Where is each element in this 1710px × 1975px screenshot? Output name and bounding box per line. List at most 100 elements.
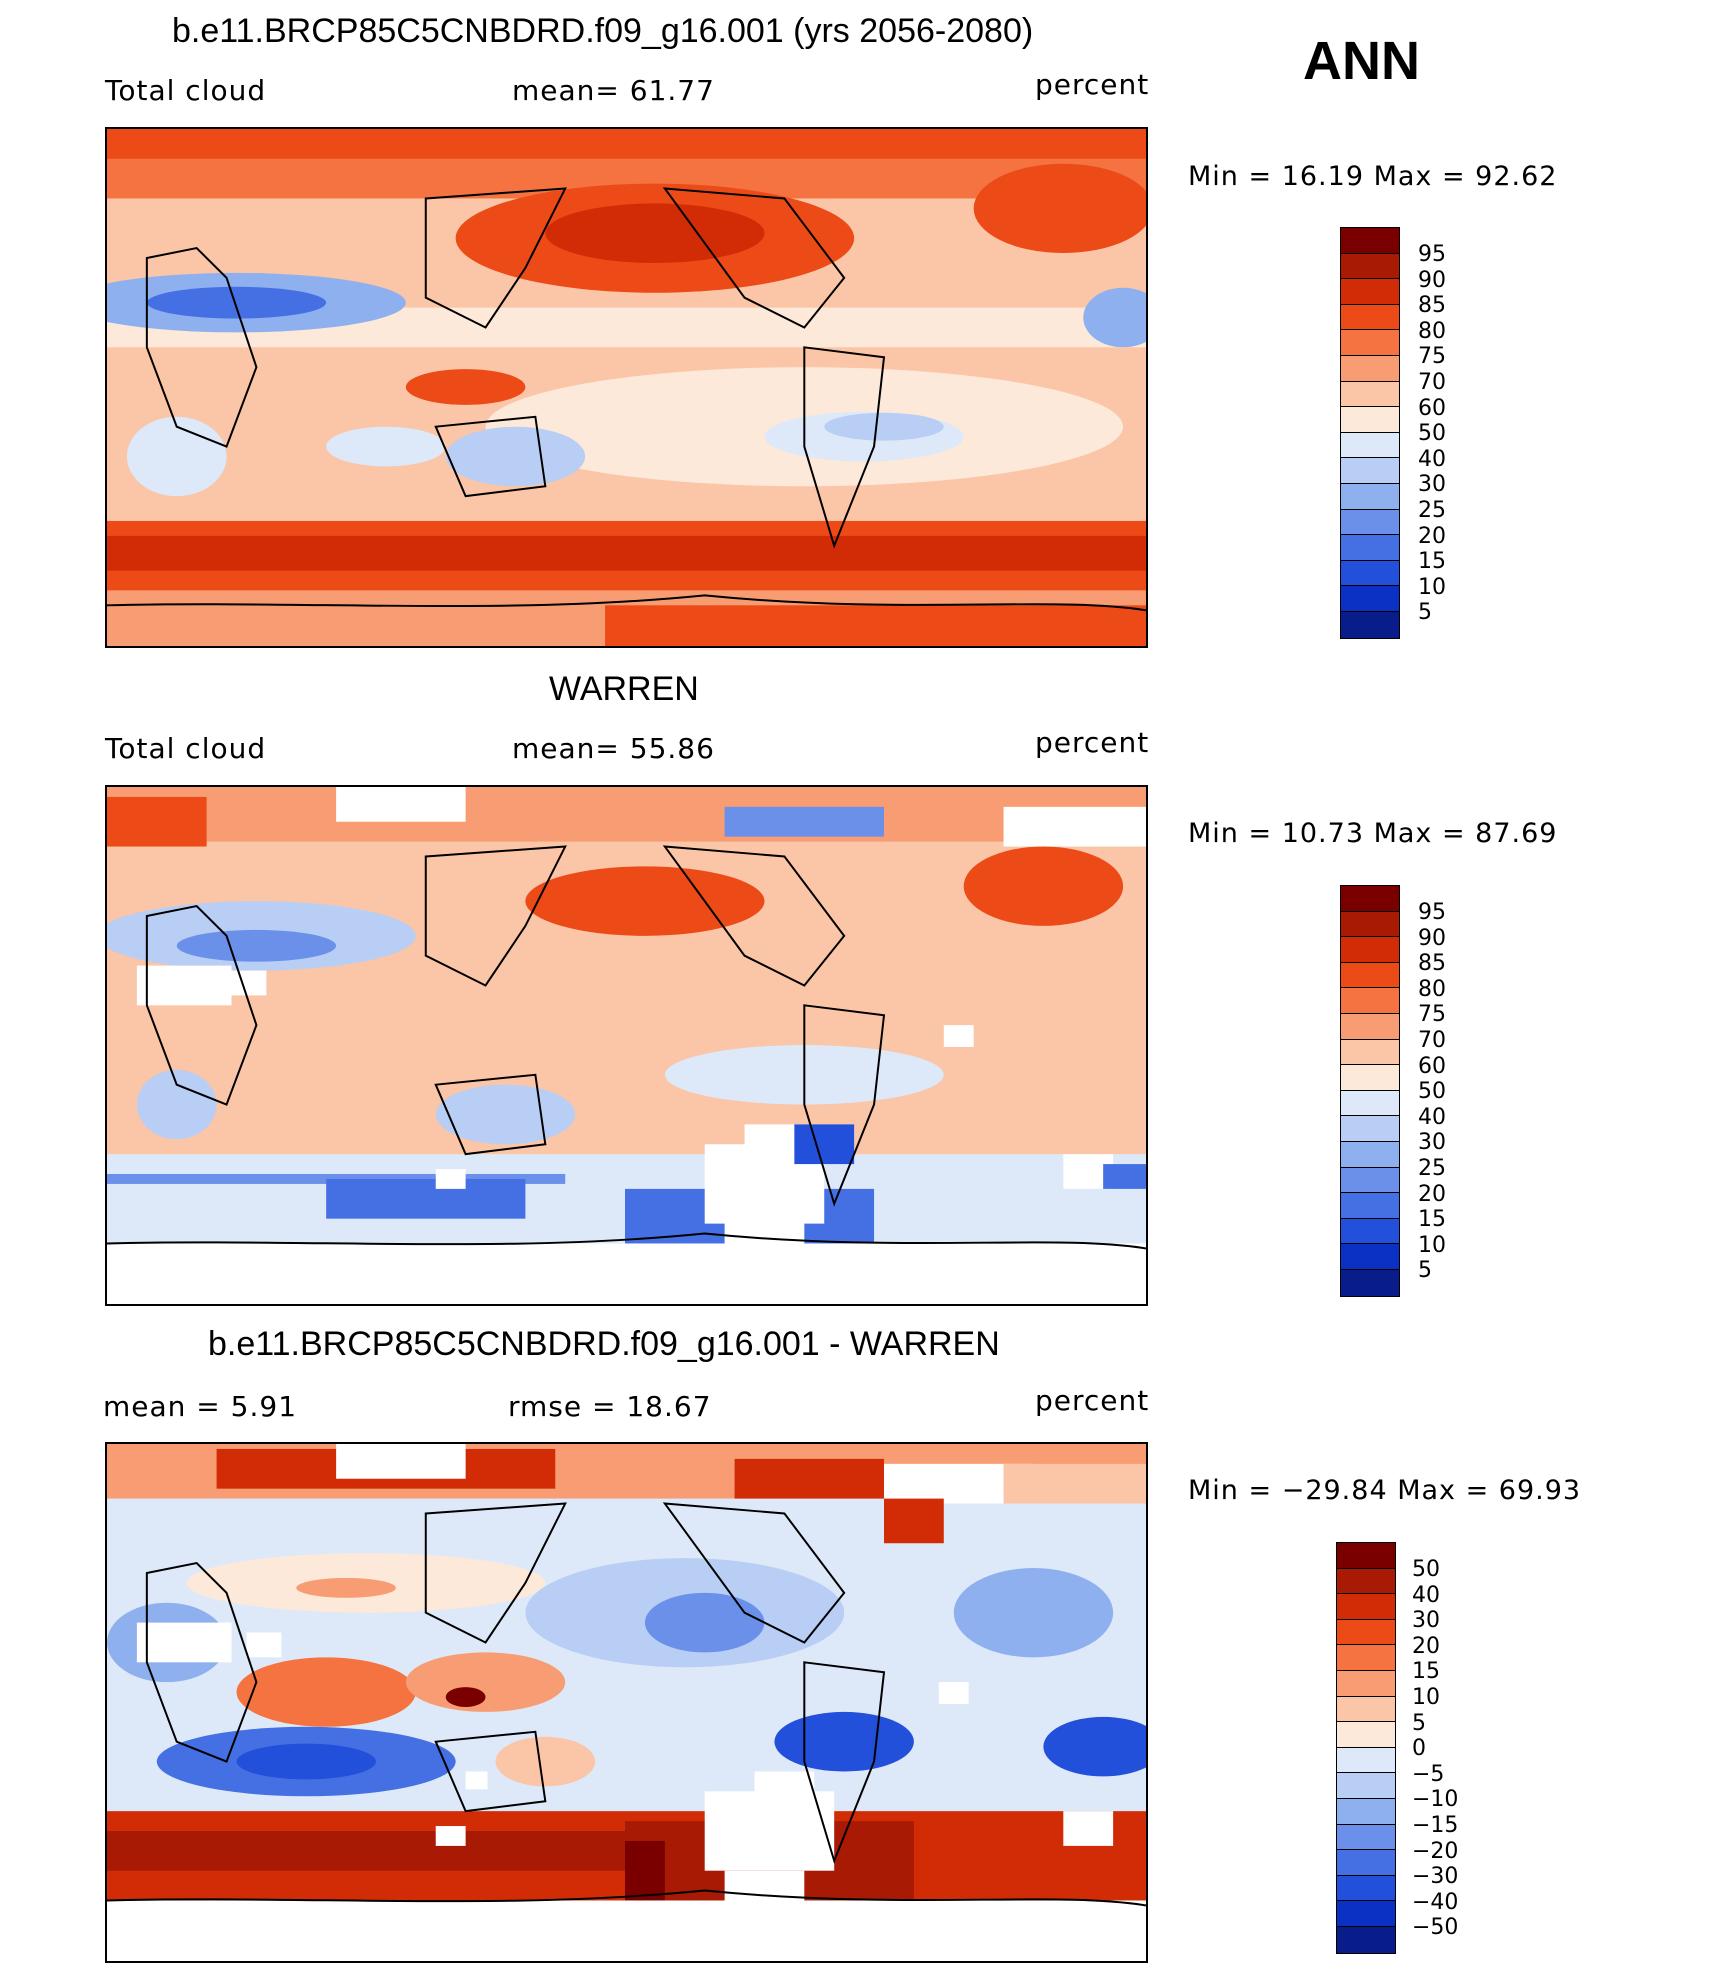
colorbar-tick-label: 0 (1412, 1736, 1426, 1762)
colorbar-tick-label: 30 (1418, 472, 1446, 498)
colorbar-swatch (1341, 1039, 1399, 1066)
colorbar-swatch (1341, 458, 1399, 484)
colorbar-tick-label: 80 (1418, 976, 1446, 1002)
colorbar-tick-label: 85 (1418, 951, 1446, 977)
colorbar-swatch (1341, 509, 1399, 536)
panel-1-minmax: Min = 16.19 Max = 92.62 (1188, 161, 1558, 192)
colorbar-tick-label: 15 (1412, 1659, 1440, 1685)
panel-2-colorbar (1340, 885, 1400, 1297)
panel-3-rmse: rmse = 18.67 (508, 1390, 712, 1423)
colorbar-tick-label: 15 (1418, 549, 1446, 575)
colorbar-tick-label: 20 (1418, 523, 1446, 549)
colorbar-tick-label: 80 (1418, 318, 1446, 344)
panel-1-title: b.e11.BRCP85C5CNBDRD.f09_g16.001 (yrs 20… (172, 12, 1034, 50)
panel-1-map-field (107, 129, 1146, 646)
colorbar-tick-label: 30 (1418, 1130, 1446, 1156)
colorbar-swatch (1337, 1722, 1395, 1748)
colorbar-swatch (1341, 228, 1399, 254)
colorbar-swatch (1341, 304, 1399, 331)
colorbar-tick-label: 90 (1418, 267, 1446, 293)
colorbar-tick-label: 20 (1418, 1181, 1446, 1207)
colorbar-swatch (1341, 253, 1399, 280)
panel-2-title: WARREN (549, 670, 699, 708)
colorbar-swatch (1337, 1798, 1395, 1825)
panel-2-map-field (107, 787, 1146, 1304)
colorbar-tick-label: 60 (1418, 1053, 1446, 1079)
colorbar-tick-label: 15 (1418, 1207, 1446, 1233)
panel-3-map-field (107, 1444, 1146, 1961)
colorbar-swatch (1341, 407, 1399, 433)
panel-1-map (105, 127, 1148, 648)
colorbar-swatch (1337, 1568, 1395, 1595)
colorbar-tick-label: −10 (1412, 1787, 1459, 1813)
colorbar-swatch (1337, 1926, 1395, 1953)
panel-2-units: percent (1035, 726, 1150, 759)
colorbar-swatch (1341, 586, 1399, 612)
colorbar-swatch (1337, 1747, 1395, 1774)
colorbar-swatch (1341, 886, 1399, 912)
panel-2-minmax: Min = 10.73 Max = 87.69 (1188, 818, 1558, 849)
colorbar-tick-label: 40 (1412, 1582, 1440, 1608)
colorbar-tick-label: −15 (1412, 1812, 1459, 1838)
colorbar-swatch (1341, 937, 1399, 963)
colorbar-tick-label: 25 (1418, 497, 1446, 523)
colorbar-swatch (1341, 1013, 1399, 1040)
colorbar-tick-label: 10 (1412, 1684, 1440, 1710)
colorbar-swatch (1341, 355, 1399, 382)
panel-1-units: percent (1035, 68, 1150, 101)
colorbar-tick-label: −20 (1412, 1838, 1459, 1864)
colorbar-swatch (1337, 1670, 1395, 1697)
colorbar-swatch (1341, 1218, 1399, 1245)
colorbar-tick-label: 25 (1418, 1155, 1446, 1181)
colorbar-swatch (1337, 1594, 1395, 1620)
colorbar-swatch (1341, 962, 1399, 989)
colorbar-tick-label: 50 (1418, 1079, 1446, 1105)
panel-2-map (105, 785, 1148, 1306)
colorbar-swatch (1337, 1645, 1395, 1671)
colorbar-tick-label: −50 (1412, 1915, 1459, 1941)
season-label: ANN (1303, 31, 1420, 91)
panel-2-mean: mean= 55.86 (512, 732, 715, 765)
colorbar-tick-label: 5 (1418, 1258, 1432, 1284)
colorbar-swatch (1341, 483, 1399, 510)
colorbar-swatch (1341, 1065, 1399, 1091)
colorbar-tick-label: 30 (1412, 1608, 1440, 1634)
colorbar-swatch (1337, 1824, 1395, 1851)
colorbar-swatch (1341, 1193, 1399, 1219)
panel-3-map (105, 1442, 1148, 1963)
panel-3-units: percent (1035, 1384, 1150, 1417)
colorbar-swatch (1341, 611, 1399, 638)
colorbar-tick-label: 75 (1418, 344, 1446, 370)
colorbar-tick-label: 95 (1418, 900, 1446, 925)
colorbar-tick-label: −5 (1412, 1761, 1445, 1787)
colorbar-tick-label: 10 (1418, 1232, 1446, 1258)
colorbar-swatch (1341, 1090, 1399, 1117)
colorbar-tick-label: 85 (1418, 293, 1446, 319)
panel-3-title: b.e11.BRCP85C5CNBDRD.f09_g16.001 - WARRE… (208, 1325, 1000, 1363)
colorbar-tick-label: 50 (1412, 1557, 1440, 1582)
colorbar-swatch (1337, 1619, 1395, 1646)
colorbar-swatch (1337, 1696, 1395, 1723)
panel-2-variable-label: Total cloud (105, 732, 267, 765)
colorbar-swatch (1341, 330, 1399, 356)
colorbar-tick-label: 70 (1418, 369, 1446, 395)
colorbar-swatch (1337, 1901, 1395, 1927)
colorbar-swatch (1341, 279, 1399, 305)
colorbar-tick-label: 70 (1418, 1027, 1446, 1053)
colorbar-swatch (1337, 1850, 1395, 1876)
panel-1-colorbar-ticks: 95 90 85 80 75 70 60 50 40 30 25 20 15 1… (1418, 242, 1446, 626)
colorbar-swatch (1341, 1116, 1399, 1142)
colorbar-swatch (1337, 1875, 1395, 1902)
panel-1-colorbar (1340, 227, 1400, 639)
colorbar-tick-label: 20 (1412, 1633, 1440, 1659)
panel-1-mean: mean= 61.77 (512, 74, 715, 107)
colorbar-swatch (1341, 1269, 1399, 1296)
colorbar-tick-label: 60 (1418, 395, 1446, 421)
colorbar-swatch (1341, 1244, 1399, 1270)
colorbar-swatch (1341, 988, 1399, 1014)
panel-2-colorbar-ticks: 95 90 85 80 75 70 60 50 40 30 25 20 15 1… (1418, 900, 1446, 1284)
colorbar-swatch (1341, 432, 1399, 459)
colorbar-swatch (1341, 1167, 1399, 1194)
colorbar-tick-label: 40 (1418, 446, 1446, 472)
colorbar-swatch (1341, 381, 1399, 408)
